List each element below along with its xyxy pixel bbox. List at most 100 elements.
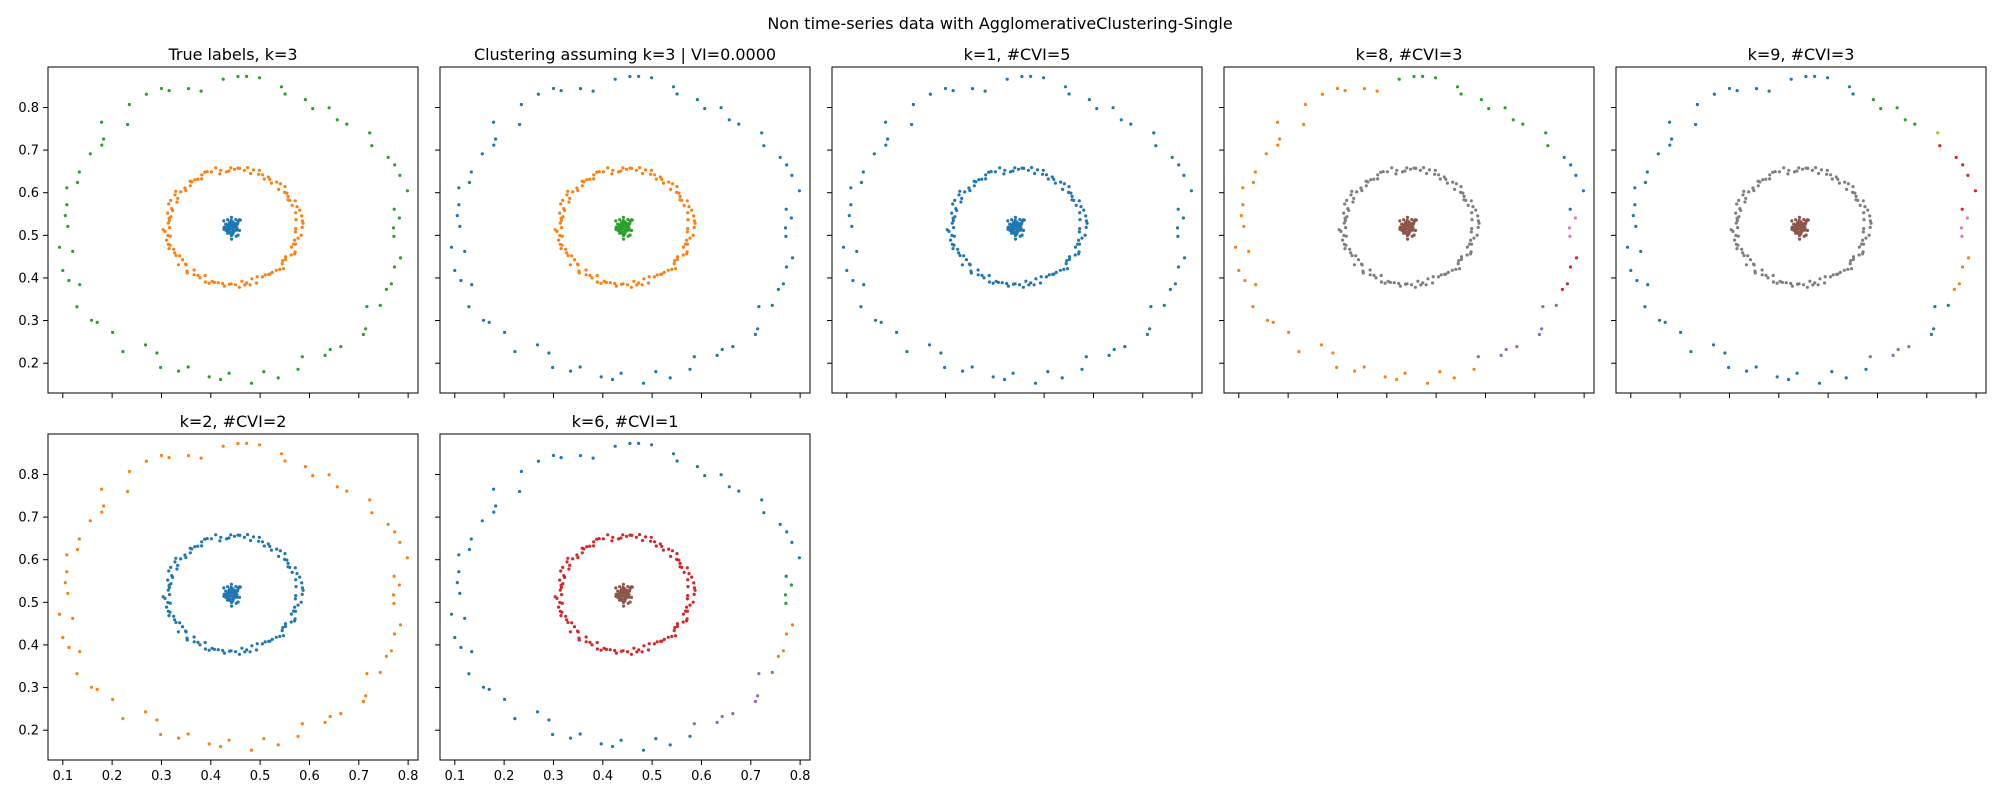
scatter-point: [238, 585, 242, 589]
scatter-point: [776, 654, 781, 659]
scatter-point: [692, 214, 696, 218]
scatter-point: [168, 234, 172, 238]
scatter-point: [685, 597, 690, 601]
scatter-point: [1797, 166, 1801, 170]
scatter-point: [1791, 225, 1795, 230]
scatter-point: [1013, 166, 1017, 170]
scatter-point: [1176, 234, 1180, 238]
scatter-point: [294, 585, 298, 589]
scatter-point: [568, 630, 573, 634]
scatter-point: [976, 268, 980, 272]
scatter-point: [1287, 330, 1291, 334]
scatter-point: [715, 720, 719, 725]
scatter-point: [753, 699, 758, 704]
scatter-point: [492, 120, 496, 124]
scatter-point: [378, 670, 382, 675]
scatter-point: [328, 714, 332, 719]
scatter-point: [1802, 283, 1806, 287]
scatter-point: [1059, 180, 1063, 184]
scatter-point: [277, 554, 281, 559]
scatter-point: [203, 647, 207, 651]
scatter-point: [1405, 282, 1409, 286]
scatter-point: [167, 218, 171, 223]
scatter-point: [616, 228, 620, 233]
scatter-point: [570, 254, 574, 258]
scatter-point: [121, 717, 125, 721]
scatter-point: [1861, 199, 1865, 203]
scatter-point: [144, 92, 148, 96]
scatter-point: [100, 510, 104, 514]
scatter-point: [905, 350, 909, 354]
scatter-point: [1792, 222, 1796, 226]
scatter-point: [222, 219, 226, 223]
scatter-point: [1350, 189, 1354, 193]
scatter-point: [675, 622, 680, 626]
scatter-point: [300, 586, 304, 590]
subplot-title: k=9, #CVI=3: [1748, 45, 1855, 64]
scatter-point: [1348, 247, 1352, 251]
scatter-point: [1866, 208, 1870, 212]
scatter-point: [1960, 207, 1964, 211]
scatter-point: [616, 595, 620, 600]
subplot-4: k=8, #CVI=3: [1219, 45, 1595, 398]
scatter-point: [467, 672, 471, 676]
scatter-point: [370, 511, 374, 515]
scatter-point: [1034, 277, 1038, 281]
scatter-point: [1372, 273, 1376, 277]
scatter-point: [279, 452, 284, 456]
scatter-point: [862, 283, 866, 287]
scatter-point: [209, 170, 213, 174]
scatter-point: [569, 736, 573, 740]
scatter-point: [276, 743, 280, 747]
scatter-point: [667, 180, 671, 184]
scatter-point: [276, 376, 280, 380]
scatter-point: [980, 273, 984, 277]
scatter-point: [567, 567, 571, 571]
scatter-point: [1082, 208, 1086, 212]
scatter-point: [960, 263, 965, 267]
scatter-point: [518, 122, 522, 127]
scatter-point: [188, 179, 192, 183]
scatter-point: [1767, 89, 1771, 93]
scatter-point: [611, 377, 615, 382]
y-tick-label: 0.6: [18, 553, 39, 568]
scatter-point: [1424, 283, 1428, 287]
scatter-point: [323, 353, 327, 357]
scatter-point: [1834, 175, 1838, 179]
scatter-point: [964, 258, 969, 262]
scatter-point: [1828, 173, 1833, 177]
scatter-point: [616, 537, 621, 541]
scatter-point: [335, 118, 339, 122]
scatter-point: [1469, 238, 1473, 242]
scatter-point: [1397, 77, 1401, 81]
scatter-point: [1080, 236, 1084, 240]
scatter-point: [1053, 181, 1057, 185]
scatter-point: [457, 553, 461, 557]
scatter-point: [1067, 92, 1071, 96]
scatter-point: [167, 202, 171, 206]
scatter-point: [221, 648, 225, 653]
scatter-point: [1175, 226, 1180, 230]
scatter-point: [1823, 275, 1827, 279]
scatter-point: [861, 170, 865, 174]
scatter-point: [1046, 370, 1050, 374]
scatter-point: [245, 281, 249, 285]
scatter-point: [1735, 218, 1739, 223]
scatter-point: [649, 168, 653, 172]
scatter-point: [1394, 172, 1398, 176]
scatter-point: [614, 219, 618, 223]
scatter-point: [214, 166, 218, 170]
scatter-point: [283, 185, 287, 189]
scatter-point: [1107, 353, 1111, 357]
scatter-point: [560, 610, 564, 614]
scatter-point: [1864, 236, 1868, 240]
scatter-point: [1080, 367, 1084, 371]
scatter-point: [1078, 218, 1082, 222]
scatter-point: [675, 255, 680, 259]
scatter-point: [1754, 87, 1759, 91]
scatter-point: [547, 718, 551, 722]
scatter-point: [1643, 180, 1647, 185]
y-tick-label: 0.5: [18, 229, 39, 244]
scatter-point: [560, 243, 564, 247]
scatter-point: [632, 646, 636, 650]
